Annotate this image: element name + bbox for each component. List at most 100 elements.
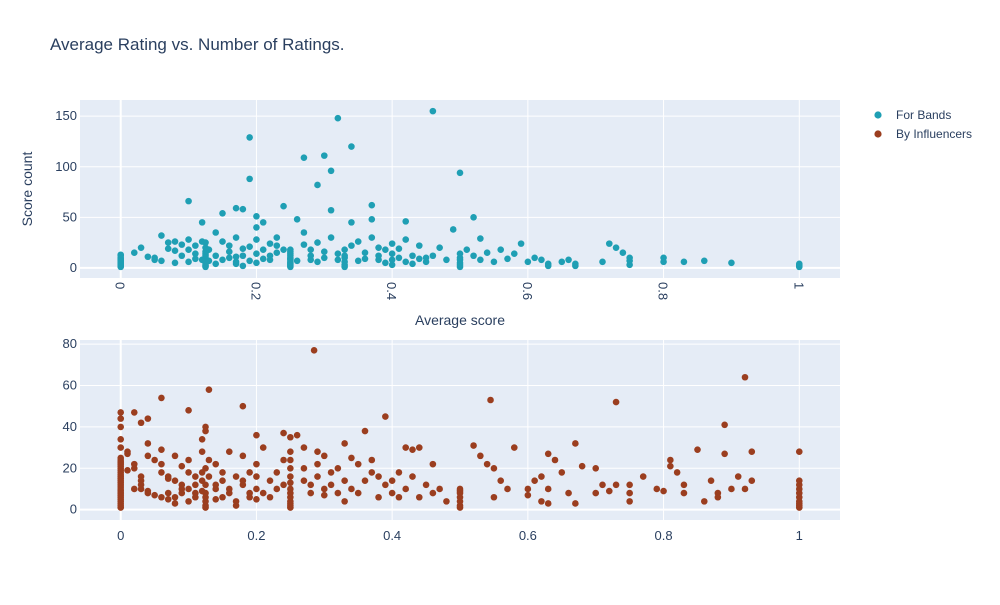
data-point — [572, 260, 579, 268]
data-point — [415, 255, 423, 263]
data-point — [544, 500, 552, 507]
data-point — [341, 440, 348, 447]
data-point — [415, 242, 423, 249]
series-for-bands — [117, 107, 803, 271]
data-point — [198, 436, 206, 443]
data-point — [605, 487, 613, 495]
data-point — [178, 462, 186, 470]
data-point — [307, 489, 315, 497]
data-point — [212, 252, 220, 260]
data-point — [137, 485, 145, 493]
data-point — [246, 243, 253, 250]
data-point — [531, 254, 538, 262]
data-point — [341, 477, 348, 484]
data-point — [409, 446, 416, 453]
data-point — [558, 469, 566, 476]
data-point — [202, 239, 209, 246]
data-point — [178, 241, 186, 248]
data-point — [314, 239, 321, 246]
data-point — [660, 254, 667, 262]
data-point — [164, 245, 172, 252]
data-point — [151, 256, 158, 264]
data-point — [728, 485, 735, 493]
legend-label: For Bands — [896, 108, 951, 122]
data-point — [280, 456, 287, 464]
data-point — [158, 469, 165, 476]
data-point — [327, 206, 335, 214]
data-point — [178, 252, 186, 260]
data-point — [436, 244, 443, 251]
data-point — [219, 256, 226, 264]
x-tick-label: 0.6 — [519, 528, 537, 543]
data-point — [409, 473, 416, 480]
data-point — [164, 489, 172, 497]
data-point — [354, 257, 362, 265]
data-point — [171, 259, 179, 267]
data-point — [225, 254, 233, 262]
data-point — [327, 234, 335, 241]
data-point — [368, 216, 376, 223]
data-point — [443, 256, 450, 264]
data-point — [232, 253, 240, 261]
x-tick-label: 1 — [796, 528, 803, 543]
data-point — [273, 469, 281, 476]
legend-label: By Influencers — [896, 127, 972, 141]
data-point — [259, 489, 267, 497]
data-point — [185, 258, 192, 266]
data-point — [728, 259, 735, 267]
data-point — [388, 261, 396, 269]
x-tick-label: 0.2 — [248, 282, 263, 300]
data-point — [368, 201, 376, 209]
x-tick-label: 0 — [113, 282, 128, 289]
data-point — [158, 232, 165, 239]
data-point — [694, 446, 701, 453]
data-point — [253, 224, 260, 231]
data-point — [700, 257, 708, 265]
data-point — [795, 260, 803, 268]
data-point — [185, 498, 192, 505]
data-point — [524, 485, 532, 493]
data-point — [185, 407, 192, 414]
data-point — [748, 477, 756, 484]
data-point — [212, 229, 220, 236]
data-point — [375, 244, 382, 251]
data-point — [307, 481, 315, 489]
data-point — [477, 256, 484, 264]
data-point — [314, 473, 321, 480]
data-point — [202, 423, 209, 431]
data-point — [361, 255, 369, 263]
data-point — [524, 258, 532, 266]
data-point — [171, 493, 179, 501]
data-point — [144, 452, 152, 460]
data-point — [192, 242, 199, 249]
data-point — [253, 460, 260, 468]
y-tick-label: 100 — [55, 159, 77, 174]
data-point — [300, 229, 308, 236]
data-point — [239, 245, 247, 252]
data-point — [117, 251, 125, 259]
series-by-influencers — [117, 347, 803, 511]
data-point — [117, 436, 125, 443]
data-point — [144, 415, 152, 422]
data-point — [158, 460, 165, 468]
data-point — [375, 473, 382, 480]
data-point — [653, 485, 661, 493]
data-point — [592, 464, 600, 472]
data-point — [266, 477, 274, 484]
x-tick-label: 0.4 — [384, 282, 399, 300]
x-tick-label: 1 — [791, 282, 806, 289]
data-point — [253, 250, 260, 258]
data-point — [375, 493, 382, 501]
data-point — [219, 209, 226, 217]
data-point — [348, 219, 355, 226]
data-point — [130, 485, 138, 493]
data-point — [497, 246, 505, 253]
data-point — [185, 246, 192, 253]
data-point — [253, 431, 260, 439]
data-point — [368, 456, 376, 464]
data-point — [293, 257, 301, 265]
data-point — [382, 481, 389, 489]
data-point — [253, 236, 260, 243]
data-point — [280, 246, 287, 253]
